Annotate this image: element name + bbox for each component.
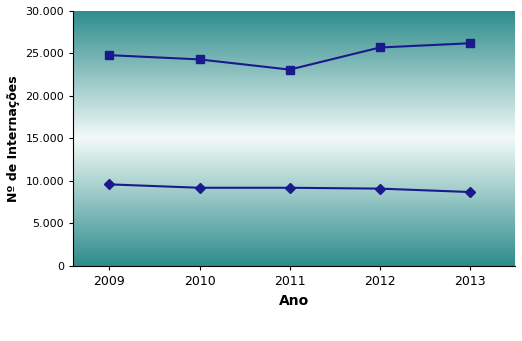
U.E. bbox=[196, 186, 203, 190]
Campus bbox=[196, 57, 203, 61]
Line: Campus: Campus bbox=[105, 39, 474, 74]
Campus bbox=[106, 53, 112, 57]
Campus bbox=[377, 45, 383, 49]
U.E. bbox=[377, 187, 383, 191]
U.E. bbox=[287, 186, 293, 190]
Campus bbox=[467, 41, 473, 45]
Campus bbox=[287, 68, 293, 72]
U.E. bbox=[106, 182, 112, 187]
X-axis label: Ano: Ano bbox=[279, 294, 310, 308]
Line: U.E.: U.E. bbox=[106, 181, 473, 195]
U.E. bbox=[467, 190, 473, 194]
Y-axis label: Nº de Internações: Nº de Internações bbox=[7, 75, 20, 202]
